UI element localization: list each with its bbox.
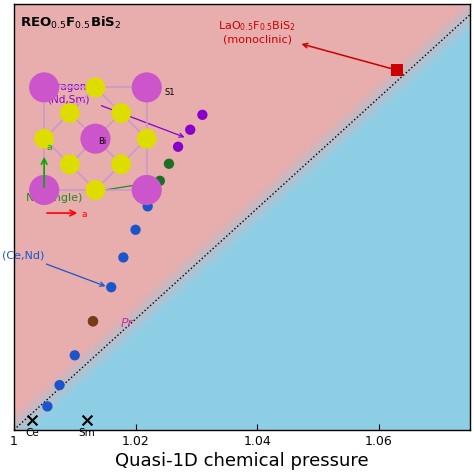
Point bbox=[71, 352, 79, 359]
Point bbox=[44, 402, 51, 410]
Point bbox=[199, 111, 206, 118]
Point bbox=[119, 254, 127, 261]
Point bbox=[393, 66, 401, 74]
Text: REO$_{0.5}$F$_{0.5}$BiS$_2$: REO$_{0.5}$F$_{0.5}$BiS$_2$ bbox=[20, 15, 121, 31]
Point bbox=[174, 143, 182, 151]
Point bbox=[83, 417, 91, 424]
X-axis label: Quasi-1D chemical pressure: Quasi-1D chemical pressure bbox=[115, 452, 369, 470]
Point bbox=[89, 318, 97, 325]
Point bbox=[132, 226, 139, 234]
Text: Nd(single): Nd(single) bbox=[26, 180, 159, 203]
Text: Ce: Ce bbox=[25, 428, 39, 438]
Point bbox=[144, 202, 152, 210]
Point bbox=[28, 417, 36, 424]
Point bbox=[108, 283, 115, 291]
Point bbox=[165, 160, 173, 168]
Point bbox=[186, 126, 194, 134]
Text: Sm: Sm bbox=[79, 428, 95, 438]
Text: LaO$_{0.5}$F$_{0.5}$BiS$_2$
(monoclinic): LaO$_{0.5}$F$_{0.5}$BiS$_2$ (monoclinic) bbox=[218, 19, 394, 69]
Point bbox=[56, 381, 64, 389]
Point bbox=[89, 318, 97, 325]
Text: (Ce,Nd): (Ce,Nd) bbox=[2, 250, 104, 286]
Point bbox=[156, 177, 164, 184]
Text: Tetragonal
(Nd,Sm): Tetragonal (Nd,Sm) bbox=[41, 82, 183, 137]
Text: Pr: Pr bbox=[120, 317, 133, 330]
